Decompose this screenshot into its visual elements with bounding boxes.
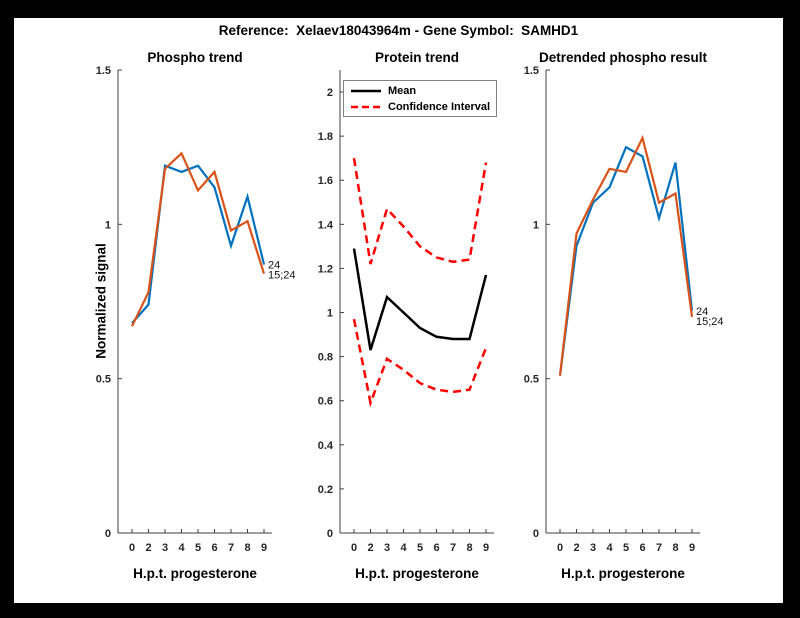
x-tick-label: 7	[656, 542, 662, 554]
x-tick-label: 5	[195, 542, 201, 554]
figure-title: Reference: Xelaev18043964m - Gene Symbol…	[218, 23, 579, 38]
series-line-15;24	[131, 151, 266, 327]
x-tick-label: 2	[145, 542, 151, 554]
y-tick-label: 0	[533, 528, 539, 540]
series-line-Confidence Interval upper	[352, 158, 488, 265]
legend-row: Confidence Interval	[350, 99, 496, 115]
x-tick-label: 5	[623, 542, 629, 554]
y-tick-label: 1.8	[318, 131, 333, 143]
chart-panel-phospho-trend: Phospho trend 0 2 3 4 5 6 7 8 9 0 0.5 1 1.5 24 15;24 H…	[80, 50, 320, 598]
series-line-Mean	[352, 248, 488, 351]
legend-row: Mean	[350, 83, 496, 99]
x-axis-label: H.p.t. progesterone	[355, 566, 479, 581]
x-tick-label: 3	[590, 542, 596, 554]
x-tick-label: 4	[606, 542, 613, 554]
y-tick-label: 1.6	[318, 175, 333, 187]
y-tick-label: 0.5	[524, 374, 539, 386]
x-tick-label: 7	[450, 542, 456, 554]
x-tick-label: 3	[162, 542, 168, 554]
mean-line-sample	[351, 89, 381, 93]
series-end-label: 24	[268, 259, 280, 271]
y-tick-label: 0.2	[318, 484, 333, 496]
x-tick-label: 0	[351, 542, 357, 554]
legend-label-mean: Mean	[388, 85, 417, 97]
x-tick-label: 4	[400, 542, 407, 554]
series-line-24	[558, 145, 694, 376]
x-tick-label: 8	[244, 542, 250, 554]
y-tick-label: 1.5	[524, 65, 539, 77]
y-tick-label: 1	[533, 219, 539, 231]
x-tick-label: 3	[384, 542, 390, 554]
x-tick-label: 8	[672, 542, 678, 554]
x-tick-label: 9	[689, 542, 695, 554]
y-tick-label: 1	[105, 219, 111, 231]
y-tick-label: 2	[327, 87, 333, 99]
chart-title: Phospho trend	[147, 50, 243, 65]
x-tick-label: 6	[639, 542, 645, 554]
y-tick-label: 0	[105, 528, 111, 540]
x-axis-label: H.p.t. progesterone	[561, 566, 685, 581]
legend: Mean Confidence Interval	[343, 80, 497, 117]
chart-title: Detrended phospho result	[538, 50, 707, 65]
y-tick-label: 0.5	[96, 374, 111, 386]
y-tick-label: 0.8	[318, 352, 333, 364]
protein-trend-plot: 0 2 3 4 5 6 7 8 900.20.40.60.811.21.41.61.82	[318, 70, 494, 554]
x-tick-label: 7	[228, 542, 234, 554]
legend-label-confidence-interval: Confidence Interval	[388, 101, 491, 113]
series-end-label: 15;24	[696, 316, 724, 328]
x-tick-label: 6	[433, 542, 439, 554]
y-tick-label: 1	[327, 308, 333, 320]
y-tick-label: 1.5	[96, 65, 111, 77]
x-tick-label: 2	[367, 542, 373, 554]
series-end-label: 15;24	[268, 269, 296, 281]
y-tick-label: 0.4	[318, 440, 334, 452]
y-tick-label: 1.4	[318, 219, 334, 231]
series-end-label: 24	[696, 306, 708, 318]
x-tick-label: 5	[417, 542, 423, 554]
series-line-Confidence Interval lower	[352, 318, 488, 408]
x-axis-label: H.p.t. progesterone	[133, 566, 257, 581]
series-line-15;24	[558, 134, 694, 376]
confidence-interval-line-sample	[351, 105, 381, 109]
x-tick-label: 8	[466, 542, 472, 554]
x-tick-label: 2	[573, 542, 579, 554]
chart-panel-protein-trend: Protein trend 0 2 3 4 5 6 7 8 9 0 0.2 0.4 0.6 0.8 1 1.2…	[302, 50, 542, 598]
chart-title: Protein trend	[374, 50, 459, 65]
figure-canvas: Reference: Xelaev18043964m - Gene Symbol…	[14, 18, 783, 603]
x-tick-label: 6	[211, 542, 217, 554]
y-tick-label: 0	[327, 528, 333, 540]
x-tick-label: 0	[129, 542, 135, 554]
chart-panel-detrended-phospho: Detrended phospho result 0 2 3 4 5 6 7 8 9 0 0.5 1 1…	[508, 50, 748, 598]
x-tick-label: 9	[261, 542, 267, 554]
x-tick-label: 0	[557, 542, 563, 554]
x-tick-label: 4	[178, 542, 185, 554]
y-tick-label: 1.2	[318, 263, 333, 275]
y-tick-label: 0.6	[318, 396, 333, 408]
x-tick-label: 9	[483, 542, 489, 554]
